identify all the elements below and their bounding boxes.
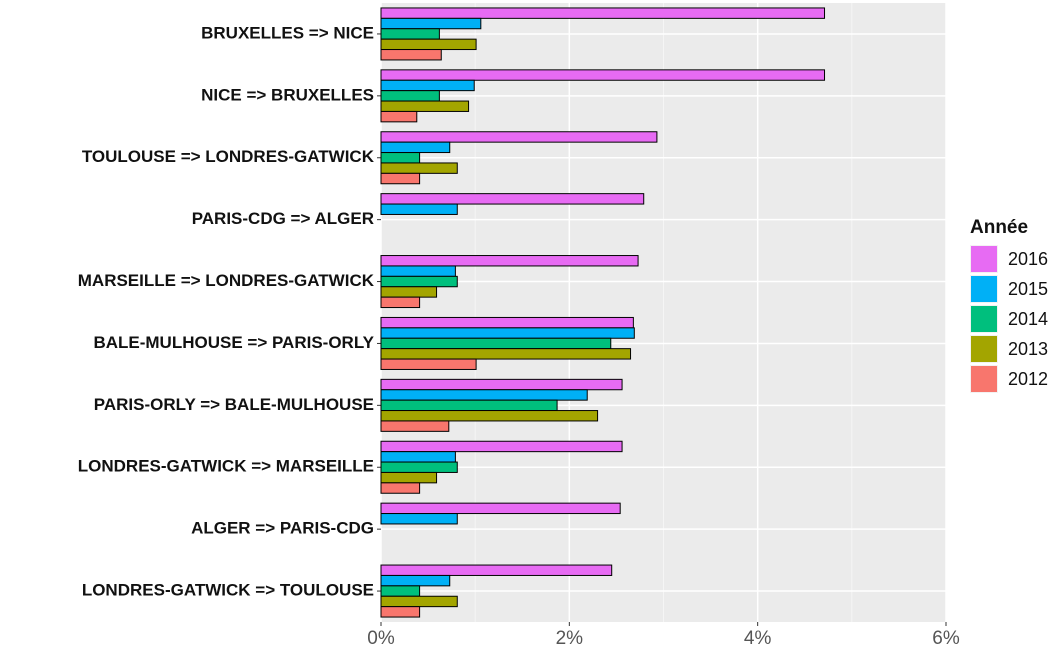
- bar: [380, 482, 421, 494]
- bar: [380, 348, 632, 360]
- bar: [380, 440, 623, 453]
- bar: [380, 141, 451, 154]
- legend-swatch: [971, 276, 997, 302]
- bar: [380, 606, 421, 618]
- legend-title: Année: [970, 217, 1028, 238]
- bar: [380, 410, 599, 422]
- bar: [380, 110, 418, 123]
- legend-swatch: [971, 336, 997, 362]
- bar: [380, 162, 458, 174]
- bar: [380, 574, 451, 587]
- bar: [380, 49, 442, 61]
- bar: [380, 69, 826, 81]
- bar: [380, 564, 613, 576]
- y-tick-label: BALE-MULHOUSE => PARIS-ORLY: [93, 333, 374, 352]
- y-tick-label: LONDRES-GATWICK => TOULOUSE: [82, 581, 374, 600]
- legend-swatch: [971, 306, 997, 332]
- bar: [380, 275, 458, 288]
- bar: [380, 28, 440, 40]
- bar: [380, 79, 475, 92]
- bar: [380, 451, 456, 463]
- bar: [380, 358, 477, 370]
- bar: [380, 7, 826, 19]
- bar: [380, 296, 421, 309]
- bar: [380, 17, 482, 30]
- legend-label: 2014: [1008, 309, 1048, 329]
- y-tick-label: BRUXELLES => NICE: [201, 23, 374, 42]
- bar: [380, 131, 658, 143]
- y-tick-label: TOULOUSE => LONDRES-GATWICK: [82, 147, 375, 166]
- x-tick-label: 4%: [744, 628, 772, 649]
- bar: [380, 461, 458, 473]
- legend-swatch: [971, 246, 997, 272]
- bar: [380, 378, 623, 391]
- bar: [380, 100, 470, 112]
- bar: [380, 316, 634, 329]
- legend-label: 2012: [1008, 369, 1048, 389]
- bar: [380, 420, 450, 432]
- bar: [380, 265, 456, 277]
- bar: [380, 90, 440, 102]
- bar: [380, 286, 438, 298]
- bar: [380, 502, 621, 515]
- y-tick-label: NICE => BRUXELLES: [201, 85, 374, 104]
- legend-label: 2016: [1008, 249, 1048, 269]
- bar: [380, 203, 458, 215]
- bar: [380, 595, 458, 608]
- bar: [380, 337, 612, 350]
- y-tick-label: LONDRES-GATWICK => MARSEILLE: [78, 457, 374, 476]
- legend-label: 2015: [1008, 279, 1048, 299]
- bar: [380, 585, 421, 597]
- bar: [380, 471, 438, 484]
- x-tick-label: 2%: [556, 628, 584, 649]
- bar: [380, 193, 645, 205]
- bar: [380, 399, 558, 412]
- bar: [380, 152, 421, 164]
- y-tick-label: MARSEILLE => LONDRES-GATWICK: [78, 271, 375, 290]
- x-tick-label: 6%: [932, 628, 960, 649]
- bar: [380, 389, 588, 401]
- x-tick-label: 0%: [367, 628, 395, 649]
- bar: [380, 255, 639, 267]
- legend-label: 2013: [1008, 339, 1048, 359]
- y-tick-label: PARIS-ORLY => BALE-MULHOUSE: [94, 395, 374, 414]
- bar: [380, 513, 458, 525]
- bar: [380, 172, 421, 185]
- y-tick-label: ALGER => PARIS-CDG: [191, 519, 374, 538]
- bar: [380, 327, 635, 339]
- bar: [380, 38, 477, 51]
- legend-swatch: [971, 366, 997, 392]
- y-tick-label: PARIS-CDG => ALGER: [192, 209, 374, 228]
